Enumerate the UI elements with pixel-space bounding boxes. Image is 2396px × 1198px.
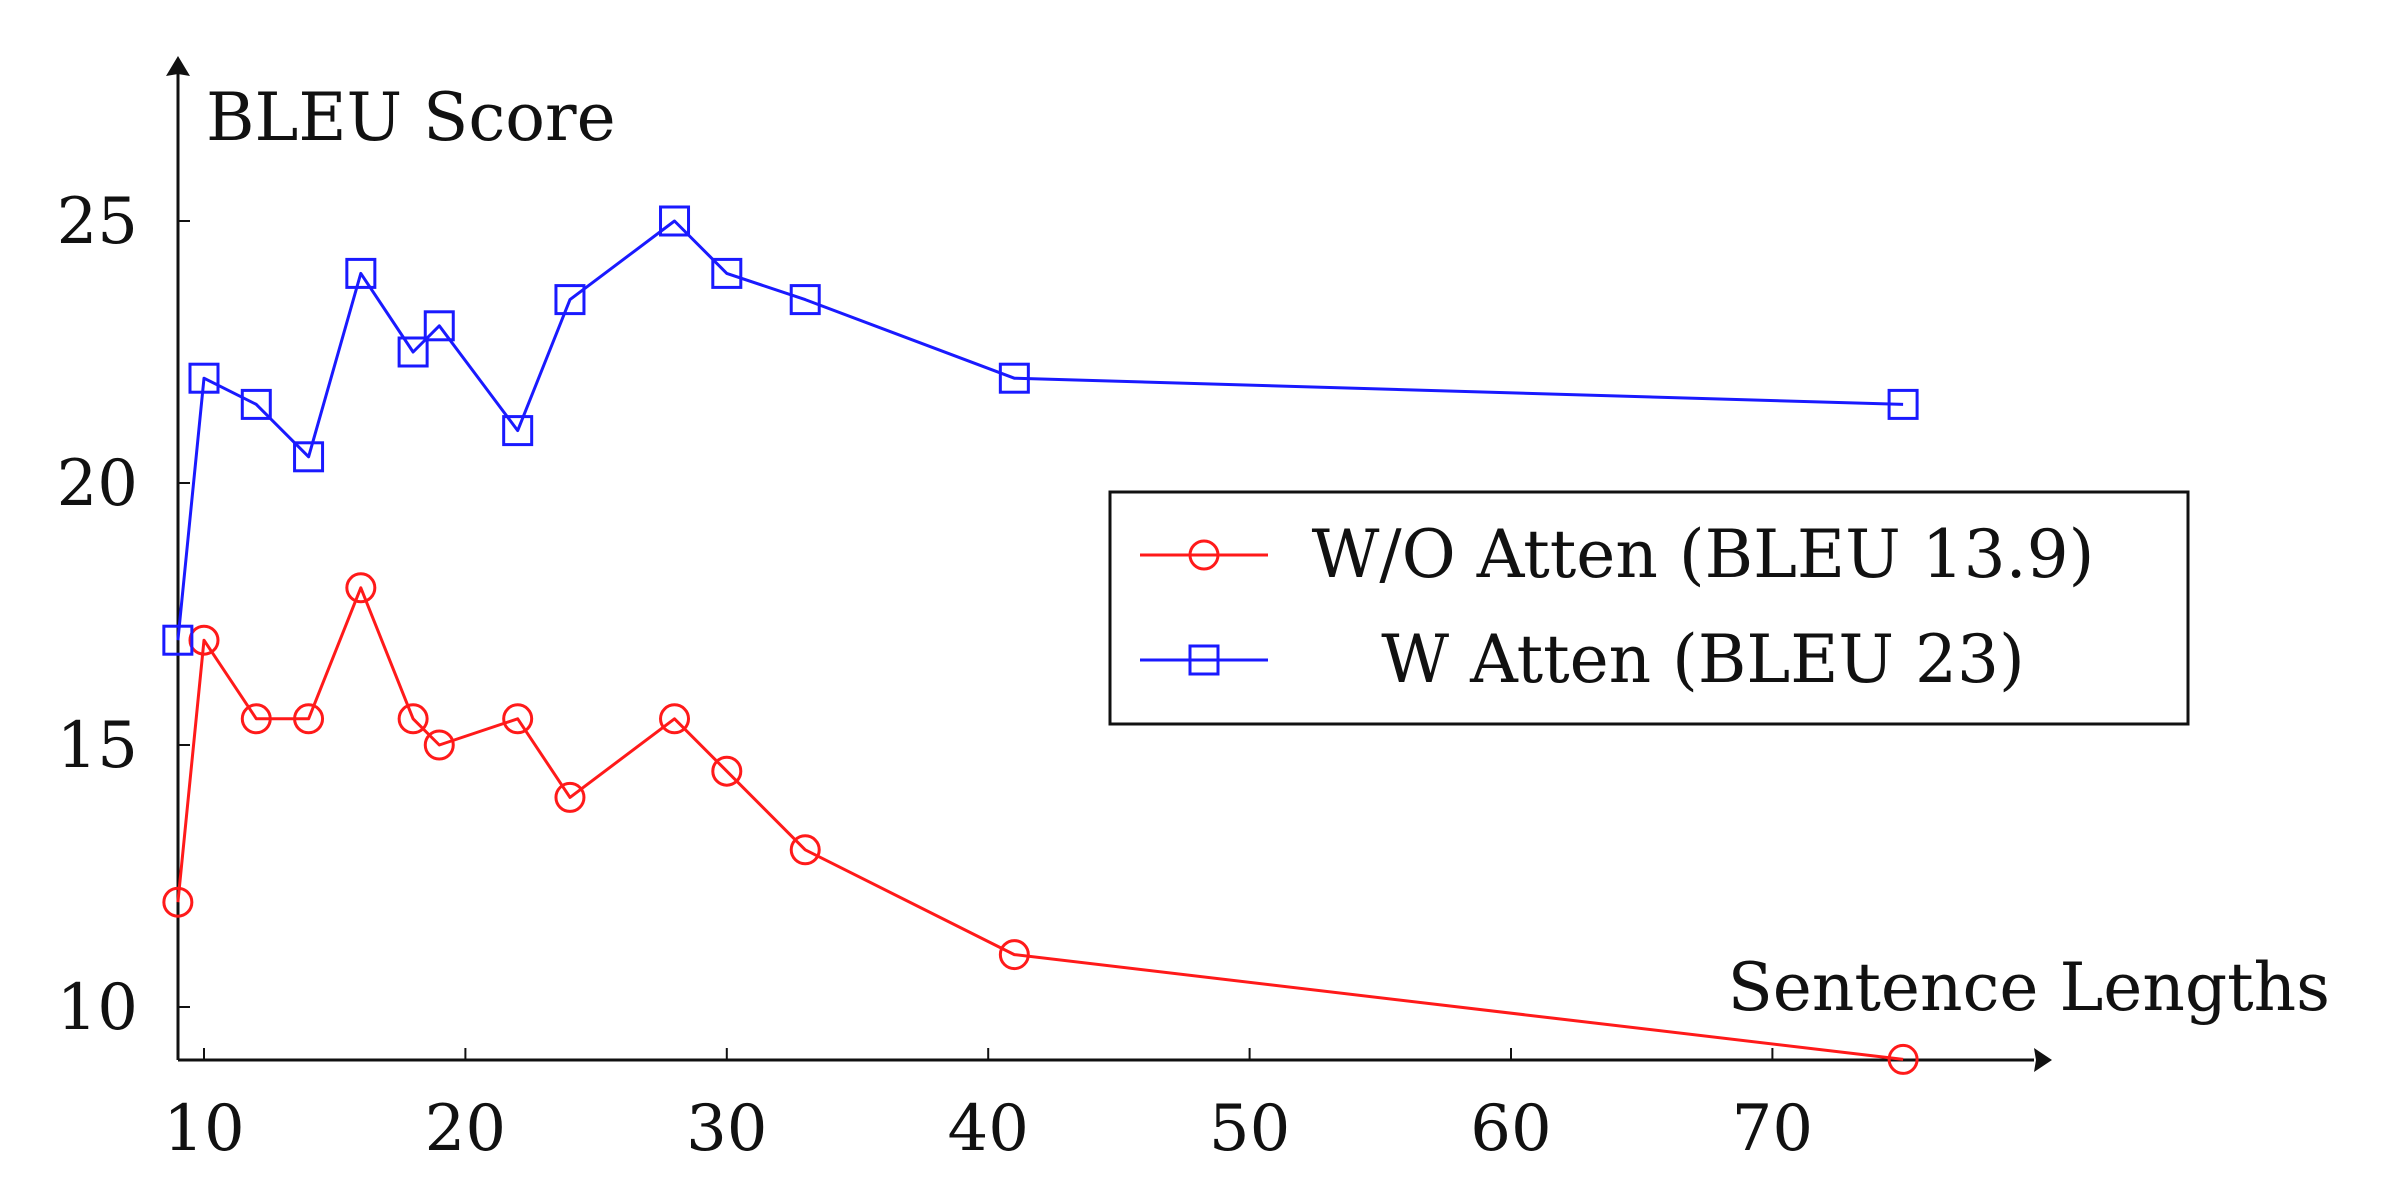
data-point-wo-atten: [345, 572, 377, 604]
x-tick-label: 10: [163, 1092, 244, 1166]
ticks: 10 20 30 40 50 60 70 10 15 20 25: [57, 185, 1814, 1166]
data-point-wo-atten: [397, 703, 429, 735]
data-point-w-atten: [345, 257, 377, 289]
series-lines: [162, 205, 1919, 1075]
legend-marker-w-atten: [1188, 644, 1220, 676]
y-tick-label: 10: [57, 971, 138, 1045]
legend-label-w-atten: W Atten (BLEU 23): [1381, 621, 2025, 698]
data-point-wo-atten: [554, 781, 586, 813]
data-point-w-atten: [659, 205, 691, 237]
y-axis-label: BLEU Score: [206, 79, 616, 156]
y-tick-label: 20: [57, 447, 138, 521]
legend-label-wo-atten: W/O Atten (BLEU 13.9): [1312, 516, 2095, 593]
data-point-wo-atten: [711, 755, 743, 787]
data-point-w-atten: [998, 362, 1030, 394]
x-tick-label: 20: [425, 1092, 506, 1166]
data-point-w-atten: [711, 257, 743, 289]
x-axis-arrow-icon: [2034, 1048, 2052, 1072]
data-point-w-atten: [188, 362, 220, 394]
legend-marker-wo-atten: [1188, 539, 1220, 571]
x-tick-label: 40: [947, 1092, 1028, 1166]
data-point-w-atten: [502, 415, 534, 447]
data-point-wo-atten: [293, 703, 325, 735]
x-tick-label: 60: [1470, 1092, 1551, 1166]
x-tick-label: 50: [1209, 1092, 1290, 1166]
data-point-w-atten: [1887, 388, 1919, 420]
data-point-w-atten: [397, 336, 429, 368]
y-axis-arrow-icon: [166, 56, 190, 76]
data-point-w-atten: [162, 624, 194, 656]
data-point-wo-atten: [1887, 1043, 1919, 1075]
x-tick-label: 30: [686, 1092, 767, 1166]
legend-box: [1108, 490, 2190, 726]
data-point-wo-atten: [162, 886, 194, 918]
data-point-wo-atten: [502, 703, 534, 735]
data-point-wo-atten: [240, 703, 272, 735]
x-tick-label: 70: [1732, 1092, 1813, 1166]
data-point-w-atten: [789, 284, 821, 316]
data-point-w-atten: [240, 388, 272, 420]
legend: W/O Atten (BLEU 13.9) W Atten (BLEU 23): [1108, 490, 2190, 726]
data-point-w-atten: [554, 284, 586, 316]
y-tick-label: 15: [57, 709, 138, 783]
x-axis-label: Sentence Lengths: [1728, 949, 2330, 1026]
legend-entries: W/O Atten (BLEU 13.9) W Atten (BLEU 23): [1140, 516, 2094, 698]
data-point-wo-atten: [188, 624, 220, 656]
data-point-w-atten: [423, 310, 455, 342]
y-tick-label: 25: [57, 185, 138, 259]
data-point-wo-atten: [423, 729, 455, 761]
data-point-wo-atten: [659, 703, 691, 735]
data-point-wo-atten: [789, 834, 821, 866]
data-point-wo-atten: [998, 939, 1030, 971]
data-point-w-atten: [293, 441, 325, 473]
series-line-wo-atten: [176, 586, 1904, 1061]
